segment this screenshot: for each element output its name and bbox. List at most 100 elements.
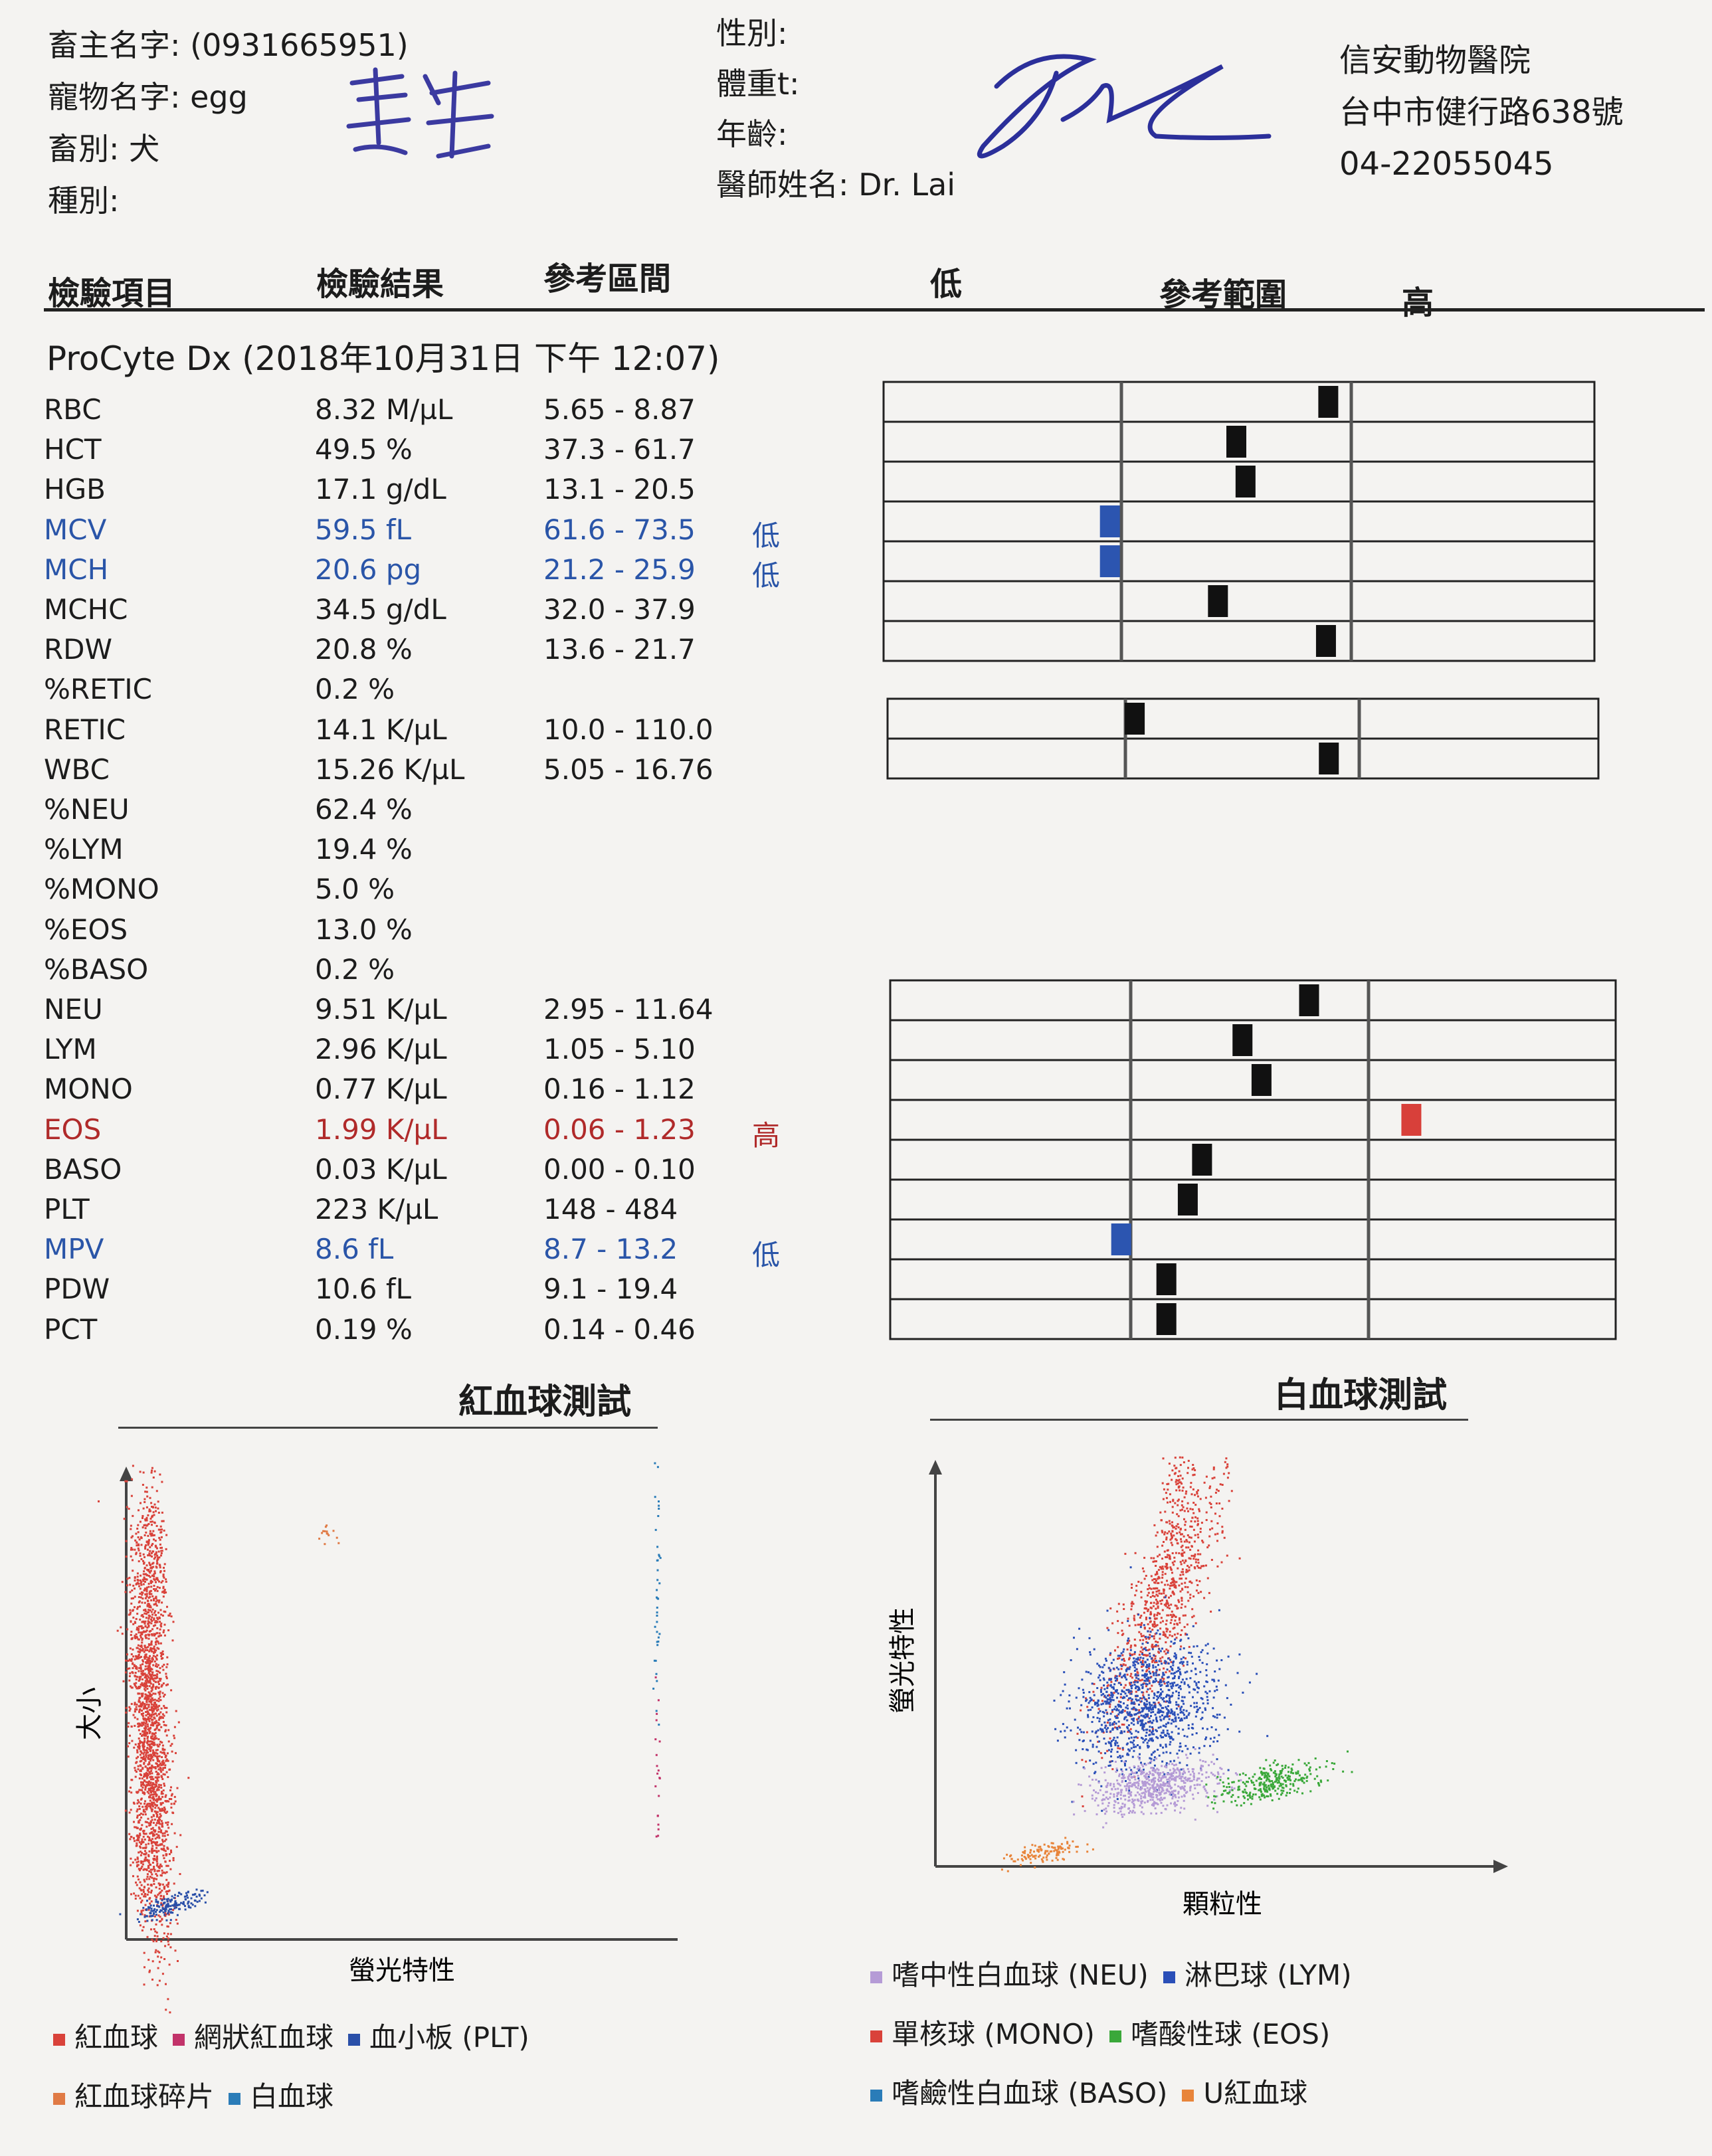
range-marker-rbc: [1318, 386, 1339, 418]
clinic-info: 信安動物醫院 台中市健行路638號 04-22055045: [1339, 35, 1624, 190]
col-high: 高: [1402, 284, 1434, 321]
wbc-test-title: 白血球測試: [1274, 1376, 1448, 1415]
rbc-test-title: 紅血球測試: [458, 1382, 632, 1422]
result-row: HGB 17.1 g/dL 13.1 - 20.5: [0, 473, 864, 513]
result-reference: 2.95 - 11.64: [543, 993, 713, 1026]
legend-item: 血小板 (PLT): [348, 2021, 529, 2054]
wbc-strip: [652, 1462, 662, 1726]
result-flag: 低: [752, 519, 781, 552]
range-marker-mcv: [1099, 505, 1120, 537]
result-reference: 1.05 - 5.10: [543, 1033, 696, 1066]
result-value: 9.51 K/µL: [315, 993, 447, 1026]
instrument-title: ProCyte Dx (2018年10月31日 下午 12:07): [47, 339, 720, 378]
result-value: 13.0 %: [315, 913, 413, 946]
range-marker-wbc: [1319, 743, 1339, 774]
result-name: %NEU: [44, 793, 130, 826]
legend-label: U紅血球: [1203, 2077, 1308, 2110]
range-marker-lym: [1232, 1024, 1253, 1056]
legend-label: 紅血球碎片: [74, 2080, 215, 2113]
reference-range-bars: [882, 381, 1617, 1340]
legend-swatch: [53, 2092, 65, 2105]
handwritten-pet-name: [346, 67, 494, 159]
result-reference: 0.16 - 1.12: [543, 1073, 696, 1106]
result-flag: 低: [752, 1239, 781, 1272]
result-value: 8.32 M/µL: [315, 393, 453, 426]
result-name: %BASO: [44, 952, 149, 986]
result-flag: 高: [752, 1119, 781, 1152]
range-marker-mch: [1099, 545, 1120, 577]
col-low: 低: [930, 266, 963, 303]
legend-swatch: [870, 2030, 882, 2042]
clinic-name: 信安動物醫院: [1339, 42, 1531, 79]
legend-label: 淋巴球 (LYM): [1184, 1959, 1352, 1991]
result-reference: 148 - 484: [543, 1193, 678, 1225]
rbc-scatter-plot: 大小 螢光特性: [74, 1462, 678, 2014]
result-name: MCH: [44, 553, 109, 586]
result-reference: 37.3 - 61.7: [543, 433, 696, 466]
legend-swatch: [348, 2033, 361, 2046]
result-value: 10.6 fL: [315, 1273, 412, 1306]
result-value: 49.5 %: [315, 433, 413, 466]
range-marker-eos: [1401, 1104, 1422, 1136]
legend-item: 紅血球: [53, 2021, 158, 2054]
legend-item: 單核球 (MONO): [870, 2018, 1095, 2050]
result-row: PLT 223 K/µL 148 - 484: [0, 1193, 864, 1233]
result-reference: 13.1 - 20.5: [543, 473, 696, 506]
result-name: RDW: [44, 633, 113, 666]
result-value: 0.2 %: [315, 952, 395, 986]
result-row: %BASO 0.2 %: [0, 953, 864, 993]
legend-swatch: [229, 2092, 241, 2105]
result-value: 17.1 g/dL: [315, 473, 446, 506]
legend-item: 紅血球碎片: [53, 2080, 214, 2113]
result-reference: 8.7 - 13.2: [543, 1233, 678, 1266]
result-row: %NEU 62.4 %: [0, 793, 864, 833]
result-name: WBC: [44, 753, 110, 786]
mono-cluster-top: [1158, 1456, 1196, 1592]
col-item: 檢驗項目: [48, 275, 176, 312]
legend-swatch: [870, 1971, 882, 1983]
rbc-xlabel: 螢光特性: [349, 1955, 455, 1986]
legend-swatch: [53, 2033, 65, 2046]
patient-info-2: 性別: 體重t: 年齡: 醫師姓名: Dr. Lai: [716, 15, 955, 203]
legend-item: 網狀紅血球: [173, 2021, 333, 2054]
result-row: EOS 1.99 K/µL 0.06 - 1.23 高: [0, 1113, 864, 1153]
result-reference: 10.0 - 110.0: [543, 713, 713, 746]
result-row: MCV 59.5 fL 61.6 - 73.5 低: [0, 513, 864, 553]
legend-label: 白血球: [250, 2080, 334, 2113]
plt-cluster: [119, 1888, 209, 1923]
result-row: RETIC 14.1 K/µL 10.0 - 110.0: [0, 713, 864, 753]
result-value: 0.77 K/µL: [315, 1073, 447, 1106]
wbc-scatter-plot: 螢光特性 顆粒性: [888, 1456, 1508, 1920]
result-row: MCH 20.6 pg 21.2 - 25.9 低: [0, 553, 864, 593]
range-marker-mpv: [1111, 1223, 1131, 1255]
rbc-cluster-top: [134, 1467, 175, 1724]
result-row: NEU 9.51 K/µL 2.95 - 11.64: [0, 993, 864, 1033]
range-marker-rdw: [1315, 625, 1336, 657]
range-chart-2: [886, 697, 1600, 780]
result-value: 62.4 %: [315, 793, 413, 826]
result-value: 2.96 K/µL: [315, 1033, 447, 1066]
result-name: MPV: [44, 1233, 104, 1266]
result-row: HCT 49.5 % 37.3 - 61.7: [0, 433, 864, 473]
result-value: 0.19 %: [315, 1312, 413, 1346]
range-marker-plt: [1177, 1184, 1198, 1215]
result-name: MCV: [44, 513, 107, 546]
result-name: MONO: [44, 1073, 133, 1106]
breed-field: 種別:: [48, 183, 120, 219]
result-value: 20.8 %: [315, 633, 413, 666]
legend-swatch: [173, 2033, 185, 2046]
legend-label: 嗜鹼性白血球 (BASO): [892, 2077, 1168, 2110]
result-name: EOS: [44, 1113, 102, 1146]
doctor-signature: [977, 54, 1272, 159]
result-name: MCHC: [44, 593, 128, 626]
range-marker-baso: [1192, 1144, 1212, 1176]
result-name: %LYM: [44, 833, 124, 866]
result-name: RBC: [44, 393, 102, 426]
result-name: LYM: [44, 1033, 97, 1066]
rbc-cluster: [98, 1465, 190, 2014]
legend-swatch: [1182, 2089, 1194, 2102]
owner-field: 畜主名字: (0931665951): [48, 27, 409, 63]
result-name: BASO: [44, 1152, 122, 1186]
result-reference: 9.1 - 19.4: [543, 1273, 678, 1306]
age-field: 年齡:: [716, 116, 788, 152]
